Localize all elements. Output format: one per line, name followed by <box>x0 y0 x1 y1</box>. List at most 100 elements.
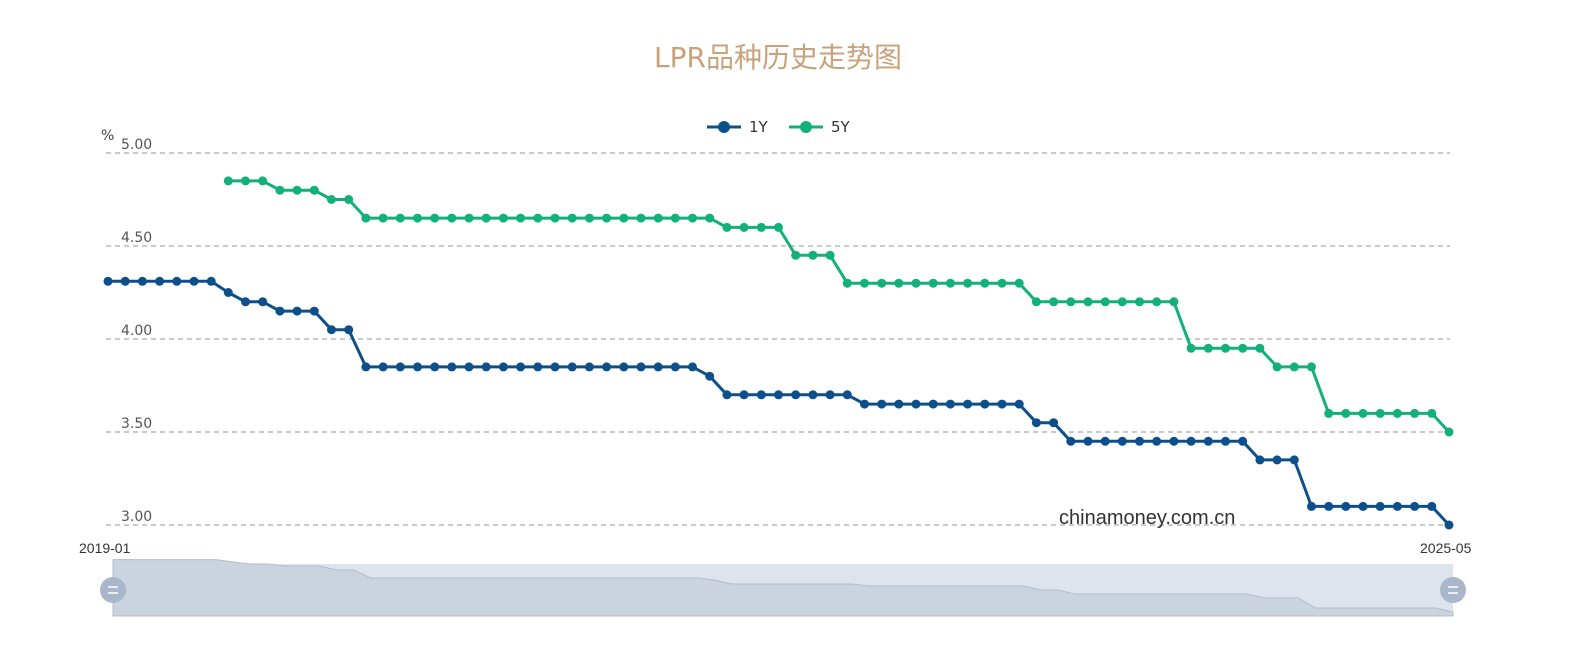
data-point-5y[interactable] <box>533 213 543 223</box>
data-point-5y[interactable] <box>653 213 663 223</box>
data-point-5y[interactable] <box>327 195 336 204</box>
data-point-5y[interactable] <box>1169 297 1179 307</box>
data-point-1y[interactable] <box>842 390 852 400</box>
data-point-1y[interactable] <box>395 362 405 372</box>
data-point-1y[interactable] <box>447 362 457 372</box>
data-point-1y[interactable] <box>327 325 336 335</box>
data-point-1y[interactable] <box>1255 455 1265 465</box>
data-point-5y[interactable] <box>1083 297 1093 307</box>
data-point-1y[interactable] <box>980 399 990 409</box>
data-point-1y[interactable] <box>413 362 422 372</box>
data-point-1y[interactable] <box>653 362 663 372</box>
data-point-1y[interactable] <box>774 390 783 400</box>
data-point-1y[interactable] <box>1031 418 1041 428</box>
data-point-1y[interactable] <box>756 390 766 400</box>
data-point-5y[interactable] <box>1186 343 1196 353</box>
data-point-1y[interactable] <box>516 362 526 372</box>
data-point-5y[interactable] <box>963 278 973 288</box>
data-point-5y[interactable] <box>344 195 354 204</box>
data-point-5y[interactable] <box>842 278 852 288</box>
data-point-5y[interactable] <box>1289 362 1299 372</box>
data-point-1y[interactable] <box>378 362 388 372</box>
data-point-5y[interactable] <box>1255 343 1265 353</box>
data-point-1y[interactable] <box>1307 501 1316 511</box>
data-point-1y[interactable] <box>498 362 508 372</box>
data-point-1y[interactable] <box>1066 436 1076 446</box>
data-point-5y[interactable] <box>945 278 955 288</box>
data-point-5y[interactable] <box>447 213 457 223</box>
data-point-1y[interactable] <box>189 276 199 286</box>
datazoom-slider[interactable] <box>100 559 1466 617</box>
data-point-1y[interactable] <box>636 362 646 372</box>
data-point-1y[interactable] <box>567 362 577 372</box>
data-point-5y[interactable] <box>808 250 818 260</box>
data-point-5y[interactable] <box>1341 408 1351 418</box>
data-point-1y[interactable] <box>292 306 302 316</box>
data-point-5y[interactable] <box>1324 408 1334 418</box>
data-point-1y[interactable] <box>825 390 835 400</box>
data-point-5y[interactable] <box>894 278 904 288</box>
data-point-5y[interactable] <box>413 213 422 223</box>
data-point-1y[interactable] <box>670 362 680 372</box>
data-point-1y[interactable] <box>911 399 921 409</box>
legend-item-1y[interactable]: 1Y <box>707 118 769 136</box>
data-point-5y[interactable] <box>1049 297 1059 307</box>
data-point-5y[interactable] <box>928 278 938 288</box>
data-point-5y[interactable] <box>223 176 233 186</box>
data-point-5y[interactable] <box>1392 408 1402 418</box>
data-point-1y[interactable] <box>928 399 938 409</box>
data-point-5y[interactable] <box>1444 427 1454 437</box>
data-point-5y[interactable] <box>688 213 697 223</box>
data-point-1y[interactable] <box>722 390 732 400</box>
data-point-5y[interactable] <box>258 176 268 186</box>
data-point-5y[interactable] <box>550 213 560 223</box>
data-point-5y[interactable] <box>378 213 388 223</box>
data-point-5y[interactable] <box>636 213 646 223</box>
datazoom-left-handle[interactable] <box>100 577 126 603</box>
data-point-1y[interactable] <box>533 362 543 372</box>
data-point-5y[interactable] <box>911 278 921 288</box>
data-point-1y[interactable] <box>1100 436 1110 446</box>
data-point-5y[interactable] <box>860 278 869 288</box>
data-point-5y[interactable] <box>309 185 319 195</box>
data-point-1y[interactable] <box>1358 501 1368 511</box>
data-point-5y[interactable] <box>756 222 766 232</box>
data-point-1y[interactable] <box>344 325 354 335</box>
data-point-1y[interactable] <box>1238 436 1248 446</box>
data-point-5y[interactable] <box>602 213 612 223</box>
data-point-5y[interactable] <box>395 213 405 223</box>
data-point-1y[interactable] <box>223 288 233 297</box>
data-point-1y[interactable] <box>1289 455 1299 465</box>
data-point-5y[interactable] <box>980 278 990 288</box>
data-point-1y[interactable] <box>258 297 268 307</box>
data-point-1y[interactable] <box>1135 436 1144 446</box>
data-point-5y[interactable] <box>567 213 577 223</box>
data-point-1y[interactable] <box>1392 501 1402 511</box>
data-point-1y[interactable] <box>1221 436 1230 446</box>
data-point-5y[interactable] <box>877 278 887 288</box>
data-point-1y[interactable] <box>1341 501 1351 511</box>
data-point-1y[interactable] <box>1186 436 1196 446</box>
data-point-1y[interactable] <box>1375 501 1385 511</box>
data-point-1y[interactable] <box>361 362 371 372</box>
data-point-1y[interactable] <box>1014 399 1024 409</box>
data-point-5y[interactable] <box>1238 343 1248 353</box>
data-point-1y[interactable] <box>1049 418 1059 428</box>
data-point-1y[interactable] <box>464 362 474 372</box>
data-point-5y[interactable] <box>1014 278 1024 288</box>
data-point-5y[interactable] <box>1427 408 1437 418</box>
data-point-1y[interactable] <box>602 362 612 372</box>
data-point-1y[interactable] <box>808 390 818 400</box>
data-point-5y[interactable] <box>739 222 749 232</box>
data-point-5y[interactable] <box>1375 408 1385 418</box>
data-point-1y[interactable] <box>688 362 697 372</box>
data-point-1y[interactable] <box>1444 520 1454 530</box>
data-point-1y[interactable] <box>1152 436 1162 446</box>
data-point-1y[interactable] <box>1203 436 1213 446</box>
data-point-5y[interactable] <box>1066 297 1076 307</box>
datazoom-right-handle[interactable] <box>1440 577 1466 603</box>
data-point-5y[interactable] <box>1135 297 1144 307</box>
data-point-5y[interactable] <box>774 222 783 232</box>
legend-item-5y[interactable]: 5Y <box>789 118 851 136</box>
data-point-1y[interactable] <box>945 399 955 409</box>
